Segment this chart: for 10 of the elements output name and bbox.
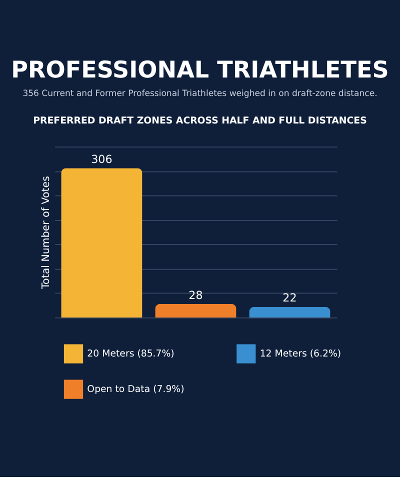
legend-label: Open to Data (7.9%): [87, 384, 184, 395]
y-axis-title: Total Number of Votes: [40, 176, 52, 290]
legend-label: 12 Meters (6.2%): [260, 348, 342, 360]
chart-subtitle: 356 Current and Former Professional Triathletes weighed in on draft-zone distance.: [22, 89, 378, 100]
data-label: 22: [282, 292, 297, 305]
chart-title: PROFESSIONAL TRIATHLETES: [11, 57, 389, 84]
data-label: 28: [188, 288, 203, 302]
legend-label: 20 Meters (85.7%): [87, 348, 174, 360]
text: PREFERRED DRAFT ZONES ACROSS HALF AND FULL DISTANCES: [33, 116, 368, 127]
data-label: 306: [91, 152, 112, 166]
